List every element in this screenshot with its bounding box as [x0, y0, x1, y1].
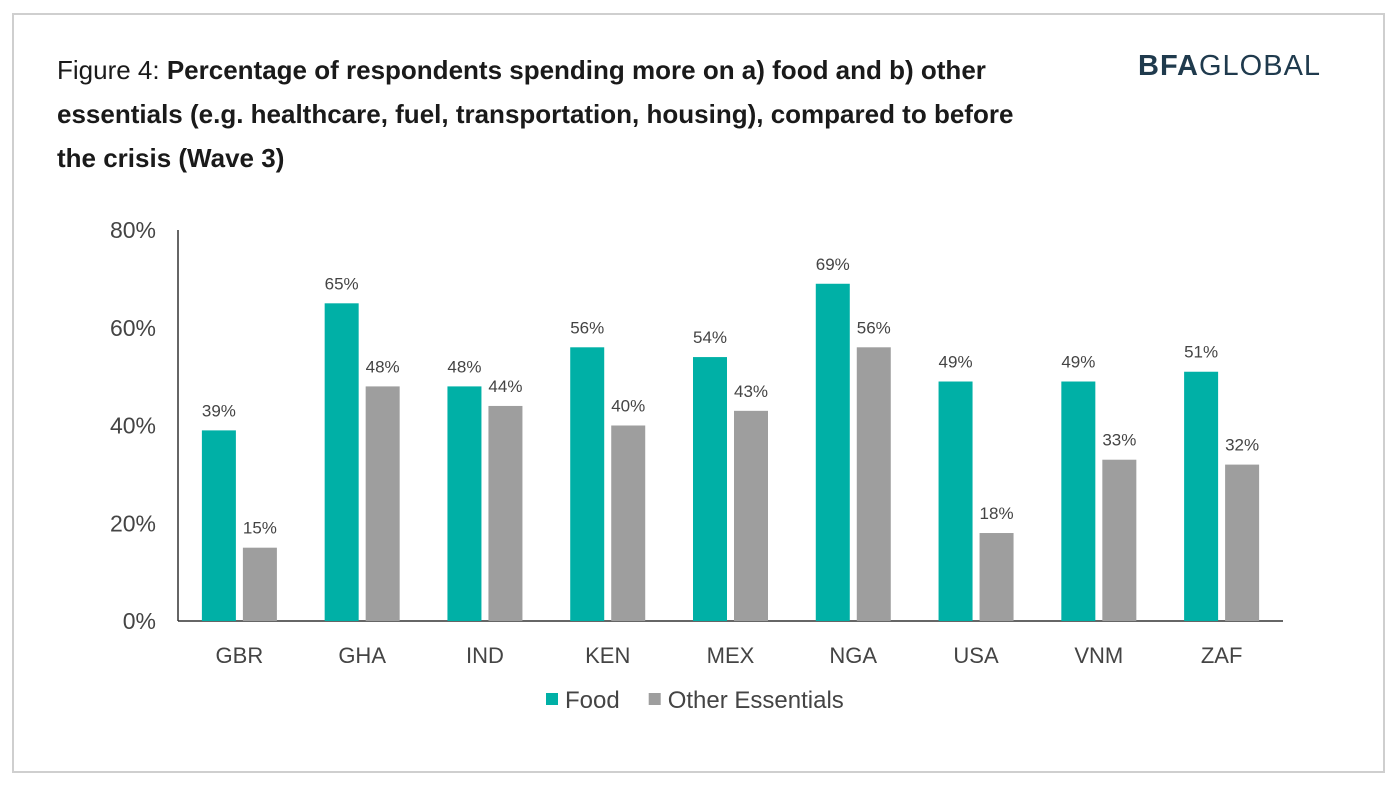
bar — [365, 386, 400, 621]
data-label: 33% — [1102, 431, 1136, 450]
data-label: 65% — [325, 274, 359, 293]
bar — [1184, 371, 1219, 621]
data-label: 18% — [980, 504, 1014, 523]
data-label: 48% — [366, 357, 400, 376]
bar — [570, 347, 605, 621]
legend-swatch — [546, 693, 558, 705]
bfa-global-logo: BFAGLOBAL — [1138, 50, 1321, 83]
x-tick-label: VNM — [1074, 643, 1123, 668]
x-tick-label: IND — [466, 643, 504, 668]
bar — [979, 533, 1014, 621]
bar — [324, 303, 359, 621]
data-label: 56% — [857, 318, 891, 337]
chart-title: Figure 4: Percentage of respondents spen… — [57, 48, 1057, 180]
data-label: 32% — [1225, 436, 1259, 455]
bar — [447, 386, 482, 621]
data-label: 15% — [243, 519, 277, 538]
y-tick-label: 20% — [110, 510, 156, 536]
data-label: 43% — [734, 382, 768, 401]
legend-label: Other Essentials — [668, 687, 844, 714]
data-label: 51% — [1184, 343, 1218, 362]
data-label: 69% — [816, 255, 850, 274]
x-tick-label: ZAF — [1201, 643, 1243, 668]
bar — [201, 430, 236, 621]
logo-bold-part: BFA — [1138, 50, 1199, 82]
legend-label: Food — [565, 687, 620, 714]
y-tick-label: 60% — [110, 315, 156, 341]
data-label: 39% — [202, 401, 236, 420]
bar — [734, 410, 768, 621]
x-tick-label: NGA — [829, 643, 877, 668]
data-label: 40% — [611, 397, 645, 416]
data-label: 44% — [488, 377, 522, 396]
bar — [815, 283, 850, 621]
logo-regular-part: GLOBAL — [1199, 50, 1322, 82]
x-tick-label: GHA — [338, 643, 386, 668]
data-label: 54% — [693, 328, 727, 347]
legend-swatch — [648, 693, 661, 705]
data-label: 49% — [1061, 353, 1095, 372]
x-tick-label: MEX — [707, 643, 755, 668]
bar — [611, 425, 646, 621]
y-tick-label: 0% — [123, 608, 156, 634]
bar — [693, 357, 727, 621]
bar — [938, 381, 973, 621]
data-label: 49% — [939, 353, 973, 372]
y-tick-label: 80% — [110, 217, 156, 243]
data-label: 48% — [447, 357, 481, 376]
bar — [242, 547, 277, 621]
bar — [1225, 464, 1260, 621]
x-tick-label: GBR — [216, 643, 264, 668]
bar — [1061, 381, 1096, 621]
title-main: Percentage of respondents spending more … — [57, 55, 1014, 173]
data-label: 56% — [570, 318, 604, 337]
bar — [1102, 459, 1137, 621]
title-prefix: Figure 4: — [57, 55, 167, 85]
bar — [856, 347, 891, 621]
y-tick-label: 40% — [110, 413, 156, 439]
x-tick-label: KEN — [585, 643, 630, 668]
x-tick-label: USA — [953, 643, 999, 668]
bar — [488, 405, 523, 621]
